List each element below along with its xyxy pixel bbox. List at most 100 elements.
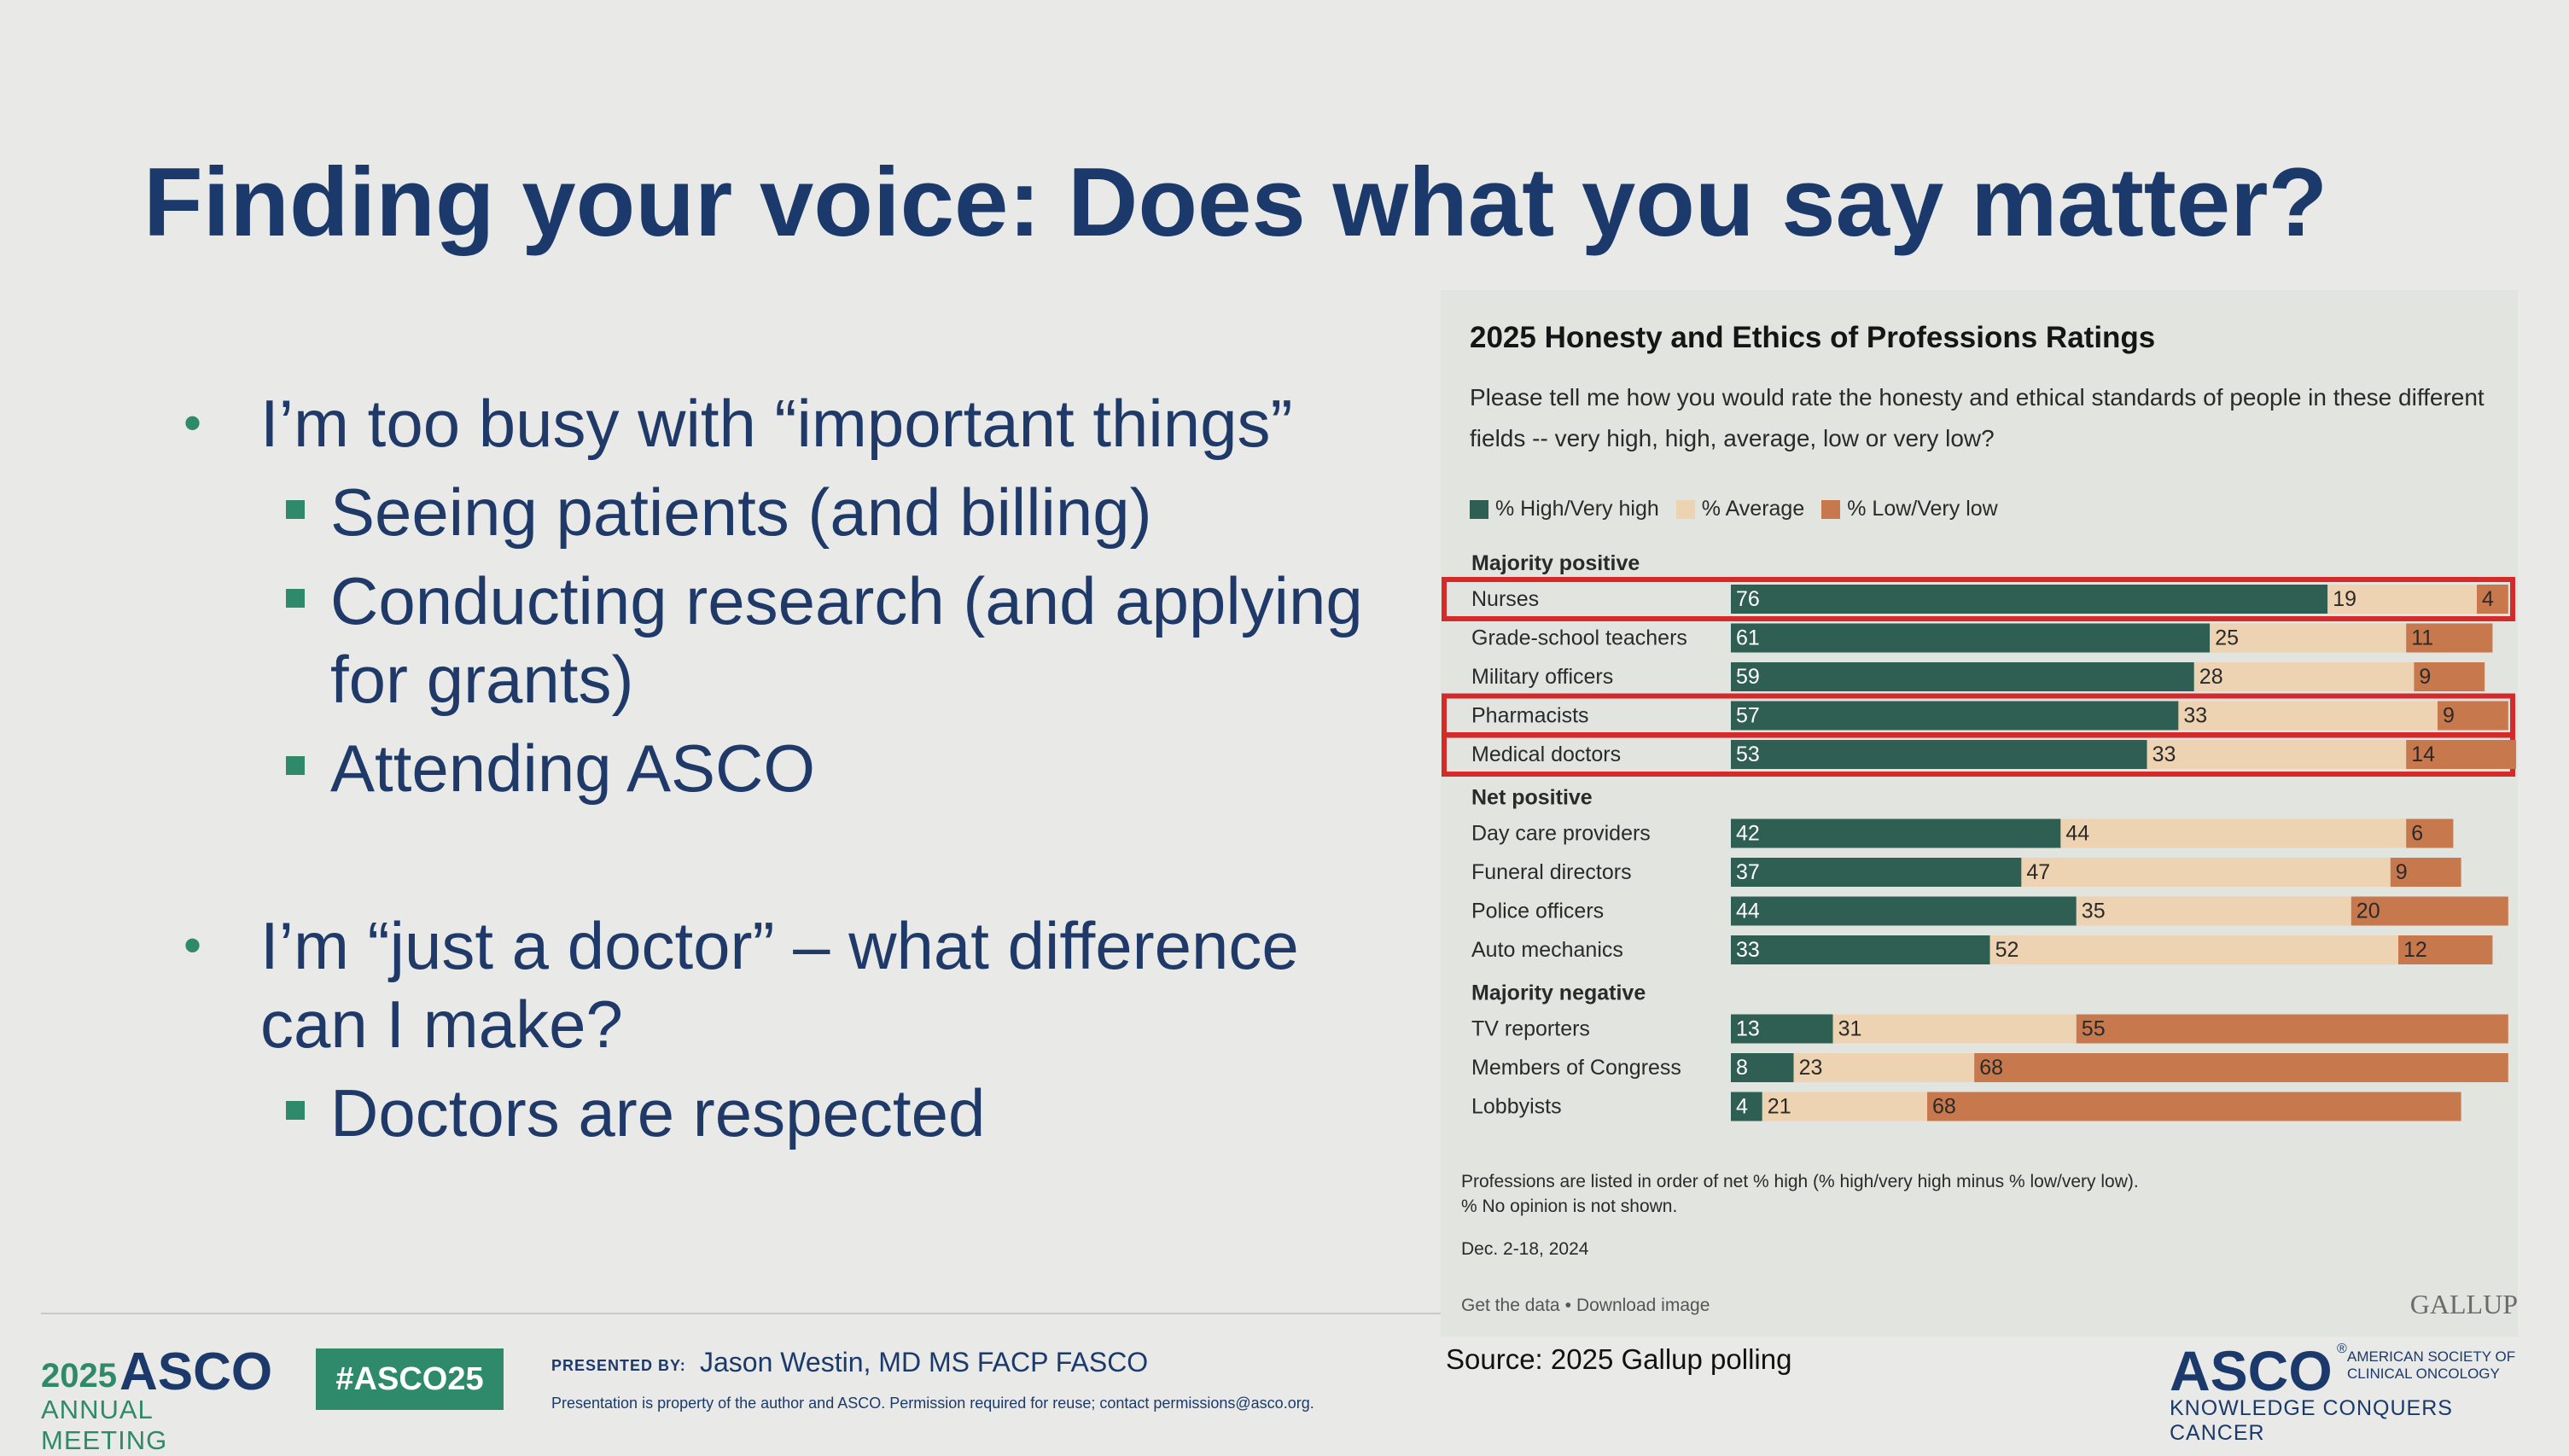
value-label: 28 xyxy=(2199,665,2223,689)
gallup-logo: GALLUP xyxy=(2409,1289,2518,1319)
value-label: 11 xyxy=(2411,626,2433,650)
meeting-year: 2025 xyxy=(41,1357,117,1395)
panel-links: Get the data • Download image xyxy=(1461,1296,1710,1316)
meeting-subtitle: ANNUAL MEETING xyxy=(41,1395,168,1455)
legend-item: % Low/Very low xyxy=(1821,497,1998,521)
sub-bullet-text: Attending ASCO xyxy=(330,731,816,806)
square-bullet-icon xyxy=(286,500,305,519)
bar-segment xyxy=(1731,662,2194,691)
value-label: 8 xyxy=(1736,1056,1748,1080)
category-label: Members of Congress xyxy=(1471,1056,1681,1080)
highlight-box xyxy=(1442,577,2515,621)
value-label: 9 xyxy=(2419,665,2431,689)
sub-bullet-item: Doctors are respected xyxy=(184,1074,1413,1152)
category-label: Military officers xyxy=(1471,665,1613,689)
presented-by-label: PRESENTED BY: xyxy=(551,1357,686,1374)
bullet-item: • I’m too busy with “important things” xyxy=(184,384,1413,463)
value-label: 23 xyxy=(1799,1056,1823,1080)
bar-segment xyxy=(1731,1014,1833,1044)
download-image-link[interactable]: Download image xyxy=(1576,1296,1710,1315)
bar-segment xyxy=(1731,1092,1762,1121)
bar-segment xyxy=(2021,858,2391,887)
group-label: Majority positive xyxy=(1471,551,1640,575)
value-label: 4 xyxy=(2482,587,2494,611)
footer-divider xyxy=(41,1313,1441,1314)
get-data-link[interactable]: Get the data xyxy=(1461,1296,1560,1315)
group-label: Majority negative xyxy=(1471,981,1646,1005)
bar-segment xyxy=(2406,623,2493,653)
bar-segment xyxy=(2147,740,2407,769)
sub-bullet-text: Seeing patients (and billing) xyxy=(330,475,1152,550)
bullet-list: • I’m too busy with “important things” Se… xyxy=(184,384,1413,1152)
value-label: 19 xyxy=(2333,587,2356,611)
sub-bullet-text: Conducting research (and applying for gr… xyxy=(330,563,1363,717)
sub-bullet-item: Conducting research (and applying for gr… xyxy=(184,562,1413,719)
value-label: 37 xyxy=(1736,860,1760,884)
legend-swatch-icon xyxy=(1821,499,1841,519)
bullet-dot-icon: • xyxy=(184,917,202,974)
value-label: 61 xyxy=(1736,626,1760,650)
bar-segment xyxy=(1731,858,2022,887)
bar-segment xyxy=(1731,740,2147,769)
value-label: 31 xyxy=(1838,1017,1862,1041)
square-bullet-icon xyxy=(286,756,305,775)
bullet-item: • I’m “just a doctor” – what difference c… xyxy=(184,906,1413,1063)
bar-segment xyxy=(2406,740,2516,769)
bar-segment xyxy=(1731,623,2211,653)
bar-segment xyxy=(2178,701,2438,731)
bar-segment xyxy=(1731,1053,1794,1082)
stacked-bar-chart: Majority positive Nurses 76 19 4 Grade-school… xyxy=(1442,551,2516,1121)
bullet-text: I’m “just a doctor” – what difference ca… xyxy=(260,908,1299,1062)
bar-segment xyxy=(1832,1014,2077,1044)
link-separator: • xyxy=(1564,1296,1571,1315)
bar-segment xyxy=(1731,818,2061,848)
org-tagline: KNOWLEDGE CONQUERS CANCER xyxy=(2170,1396,2453,1445)
legend-label: % Low/Very low xyxy=(1847,497,1998,521)
value-label: 9 xyxy=(2396,860,2408,884)
category-label: Funeral directors xyxy=(1471,860,1632,884)
legend-label: % High/Very high xyxy=(1495,497,1659,521)
value-label: 57 xyxy=(1736,704,1760,728)
asco-annual-meeting-logo: 2025 ASCO ANNUAL MEETING xyxy=(41,1342,280,1455)
square-bullet-icon xyxy=(286,1101,305,1120)
bar-segment xyxy=(2193,662,2415,691)
chart-title: 2025 Honesty and Ethics of Professions R… xyxy=(1470,321,2156,354)
value-label: 20 xyxy=(2356,900,2380,923)
chart-footnote: Professions are listed in order of net %… xyxy=(1461,1169,2502,1219)
value-label: 44 xyxy=(1736,900,1760,923)
value-label: 35 xyxy=(2082,900,2106,923)
category-label: Auto mechanics xyxy=(1471,938,1623,962)
chart-legend: % High/Very high % Average % Low/Very lo… xyxy=(1470,497,1998,521)
bullet-dot-icon: • xyxy=(184,394,202,451)
survey-question: Please tell me how you would rate the ho… xyxy=(1470,384,2485,451)
legend-swatch-icon xyxy=(1470,499,1488,519)
category-label: Grade-school teachers xyxy=(1471,626,1687,650)
value-label: 33 xyxy=(2152,743,2176,766)
bar-segment xyxy=(2406,818,2454,848)
bar-segment xyxy=(2351,896,2508,926)
footer-disclaimer: Presentation is property of the author a… xyxy=(551,1395,1314,1412)
presenter-name: Jason Westin, MD MS FACP FASCO xyxy=(700,1347,1149,1377)
category-label: Nurses xyxy=(1471,587,1539,611)
bar-segment xyxy=(1989,935,2398,964)
bar-segment xyxy=(1731,935,1990,964)
legend-swatch-icon xyxy=(1675,499,1695,519)
value-label: 68 xyxy=(1979,1056,2003,1080)
bar-segment xyxy=(2076,1014,2508,1044)
bar-segment xyxy=(1974,1053,2508,1082)
org-name: AMERICAN SOCIETY OF CLINICAL ONCOLOGY xyxy=(2347,1348,2516,1382)
org-brand: ASCO xyxy=(2170,1339,2333,1402)
value-label: 25 xyxy=(2215,626,2239,650)
category-label: Pharmacists xyxy=(1471,704,1589,728)
group-label: Net positive xyxy=(1471,786,1593,810)
sub-bullet-item: Attending ASCO xyxy=(184,729,1413,807)
bar-segment xyxy=(2438,701,2508,731)
value-label: 4 xyxy=(1736,1095,1748,1119)
bar-segment xyxy=(2210,623,2407,653)
value-label: 6 xyxy=(2411,822,2423,846)
bullet-text: I’m too busy with “important things” xyxy=(260,386,1293,461)
value-label: 21 xyxy=(1768,1095,1791,1119)
meeting-brand: ASCO xyxy=(119,1342,273,1401)
value-label: 59 xyxy=(1736,665,1760,689)
bar-segment xyxy=(1731,585,2328,614)
